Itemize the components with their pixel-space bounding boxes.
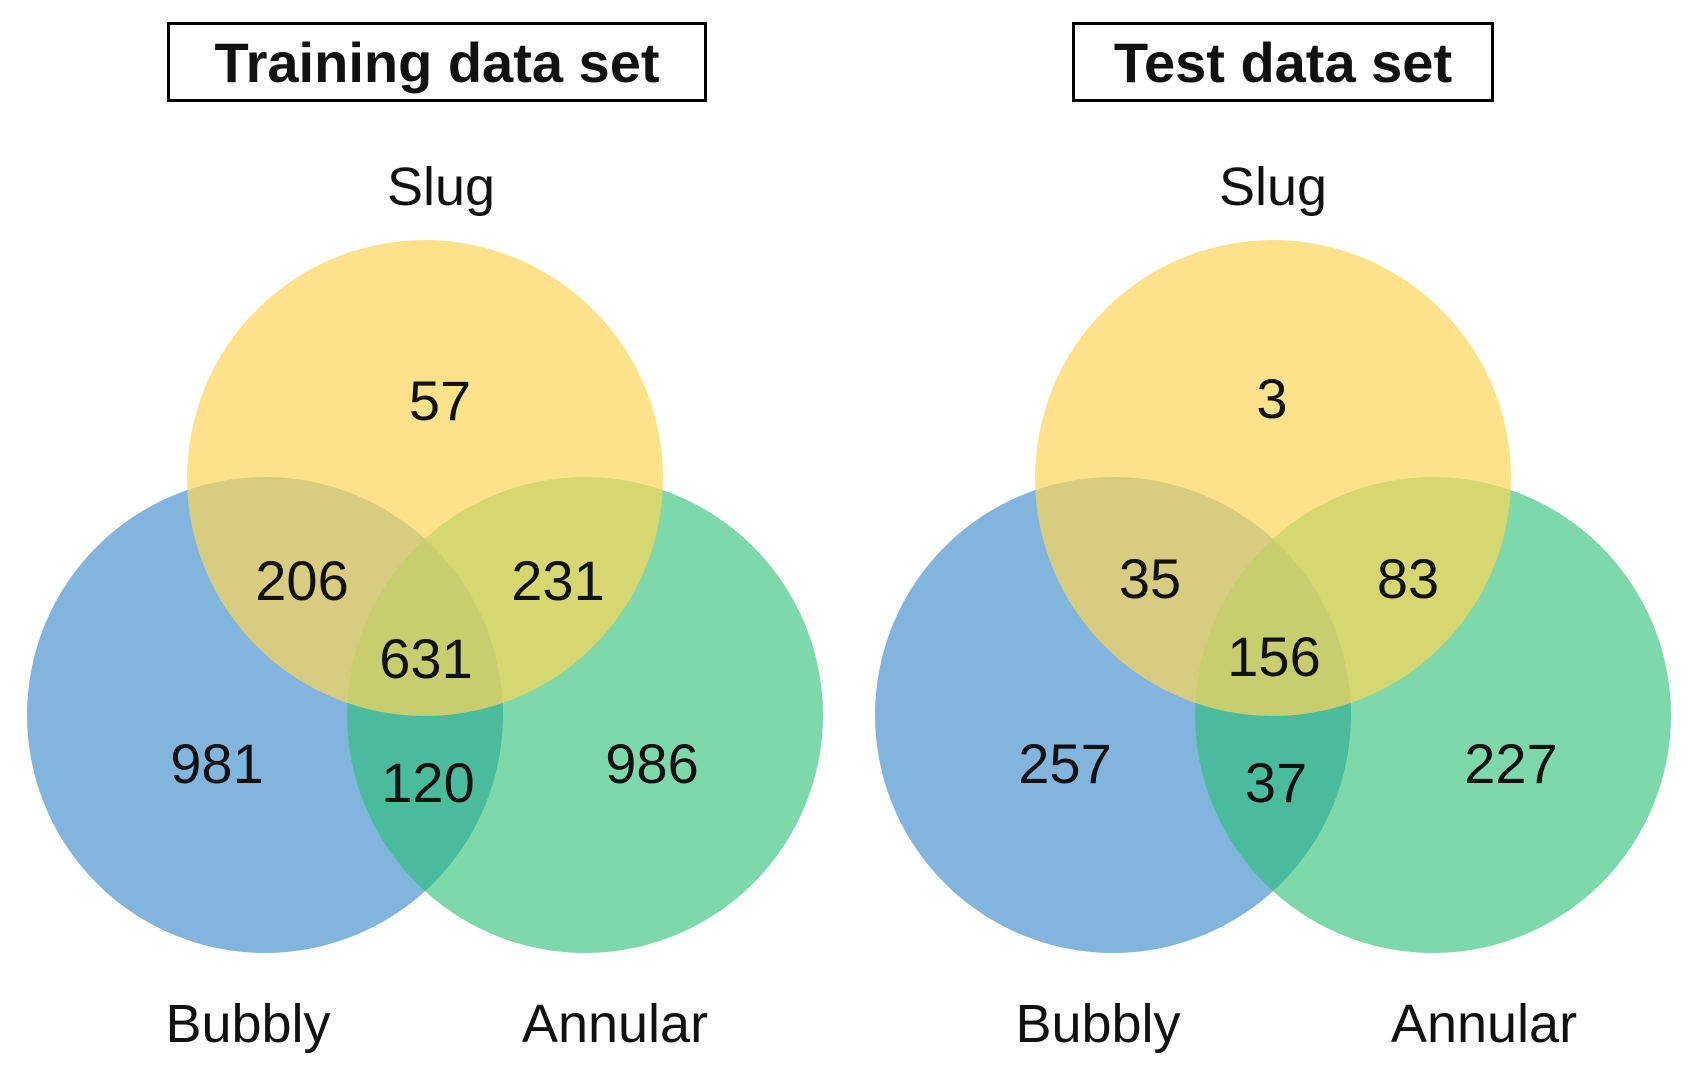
label-slug: Slug bbox=[387, 157, 495, 217]
count-slug-bubbly: 35 bbox=[1119, 547, 1181, 610]
label-slug: Slug bbox=[1219, 157, 1327, 217]
count-bubbly-only: 981 bbox=[170, 732, 263, 795]
training-panel: Slug Bubbly Annular 57 206 231 631 981 1… bbox=[27, 22, 823, 1054]
label-bubbly: Bubbly bbox=[1015, 994, 1180, 1054]
count-slug-bubbly: 206 bbox=[255, 549, 348, 612]
training-venn-diagram: Slug Bubbly Annular 57 206 231 631 981 1… bbox=[27, 157, 823, 1054]
count-slug-only: 57 bbox=[409, 369, 471, 432]
training-title: Training data set bbox=[167, 22, 707, 102]
count-annular-only: 986 bbox=[605, 732, 698, 795]
test-panel: Slug Bubbly Annular 3 35 83 156 257 37 2… bbox=[848, 0, 1696, 1073]
count-slug-annular: 231 bbox=[511, 549, 604, 612]
test-title: Test data set bbox=[1072, 22, 1494, 102]
count-slug-annular: 83 bbox=[1377, 547, 1439, 610]
label-annular: Annular bbox=[522, 994, 708, 1054]
label-bubbly: Bubbly bbox=[165, 994, 330, 1054]
count-bubbly-annular: 37 bbox=[1245, 751, 1307, 814]
count-bubbly-only: 257 bbox=[1018, 732, 1111, 795]
label-annular: Annular bbox=[1391, 994, 1577, 1054]
test-venn-diagram: Slug Bubbly Annular 3 35 83 156 257 37 2… bbox=[875, 157, 1671, 1054]
count-annular-only: 227 bbox=[1464, 732, 1557, 795]
count-all-three: 156 bbox=[1227, 625, 1320, 688]
count-bubbly-annular: 120 bbox=[381, 751, 474, 814]
circle-slug bbox=[187, 240, 663, 716]
circle-slug bbox=[1035, 240, 1511, 716]
count-all-three: 631 bbox=[379, 627, 472, 690]
count-slug-only: 3 bbox=[1256, 367, 1287, 430]
